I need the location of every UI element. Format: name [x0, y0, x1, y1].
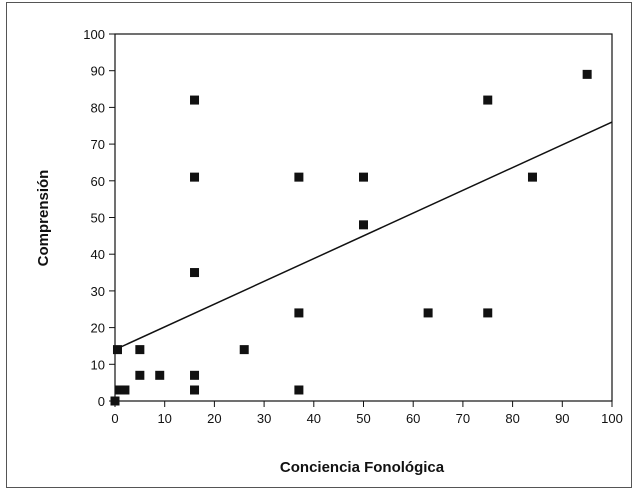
x-tick-label: 90 — [555, 411, 569, 426]
y-tick-label: 80 — [91, 100, 105, 115]
data-point — [294, 385, 304, 395]
data-point — [294, 172, 304, 182]
y-tick-label: 60 — [91, 174, 105, 189]
plot-area — [114, 33, 613, 402]
data-point — [190, 172, 200, 182]
x-tick-label: 100 — [601, 411, 623, 426]
data-point — [190, 95, 200, 105]
y-tick-label: 0 — [98, 394, 105, 409]
data-point — [239, 345, 249, 355]
x-tick-label: 0 — [111, 411, 118, 426]
y-tick-label: 100 — [83, 27, 105, 42]
data-point — [112, 345, 122, 355]
data-point — [483, 308, 493, 318]
x-tick-label: 60 — [406, 411, 420, 426]
y-tick-label: 20 — [91, 321, 105, 336]
x-tick-label: 40 — [307, 411, 321, 426]
x-axis-title: Conciencia Fonológica — [280, 459, 445, 476]
data-point — [135, 370, 145, 380]
data-point — [359, 220, 368, 230]
y-axis-title: Comprensión — [35, 170, 52, 267]
x-axis: 0 10 20 30 40 50 60 70 80 90 100 — [111, 401, 623, 426]
x-tick-label: 80 — [505, 411, 519, 426]
data-point — [110, 396, 120, 406]
x-tick-label: 50 — [356, 411, 370, 426]
data-point — [120, 385, 130, 395]
trend-line — [114, 121, 613, 351]
data-point — [115, 385, 125, 395]
plot-border — [114, 33, 613, 402]
data-point — [359, 172, 368, 182]
data-point — [294, 308, 304, 318]
y-tick-label: 40 — [91, 247, 105, 262]
y-tick-label: 50 — [91, 211, 105, 226]
y-tick-label: 90 — [91, 64, 105, 79]
y-tick-label: 30 — [91, 284, 105, 299]
data-point — [190, 385, 200, 395]
data-point — [190, 370, 200, 380]
data-point — [423, 308, 433, 318]
x-tick-label: 70 — [456, 411, 470, 426]
y-tick-label: 10 — [91, 357, 105, 372]
x-tick-label: 30 — [257, 411, 271, 426]
chart-frame — [6, 2, 632, 488]
x-tick-label: 10 — [157, 411, 171, 426]
data-point — [155, 370, 165, 380]
data-point — [483, 95, 493, 105]
y-axis: 0 10 20 30 40 50 60 70 80 90 100 — [83, 27, 115, 409]
data-point — [190, 268, 200, 278]
data-point — [135, 345, 145, 355]
data-points — [110, 69, 592, 406]
data-point — [527, 172, 537, 182]
x-tick-label: 20 — [207, 411, 221, 426]
y-tick-label: 70 — [91, 137, 105, 152]
data-point — [582, 69, 592, 79]
